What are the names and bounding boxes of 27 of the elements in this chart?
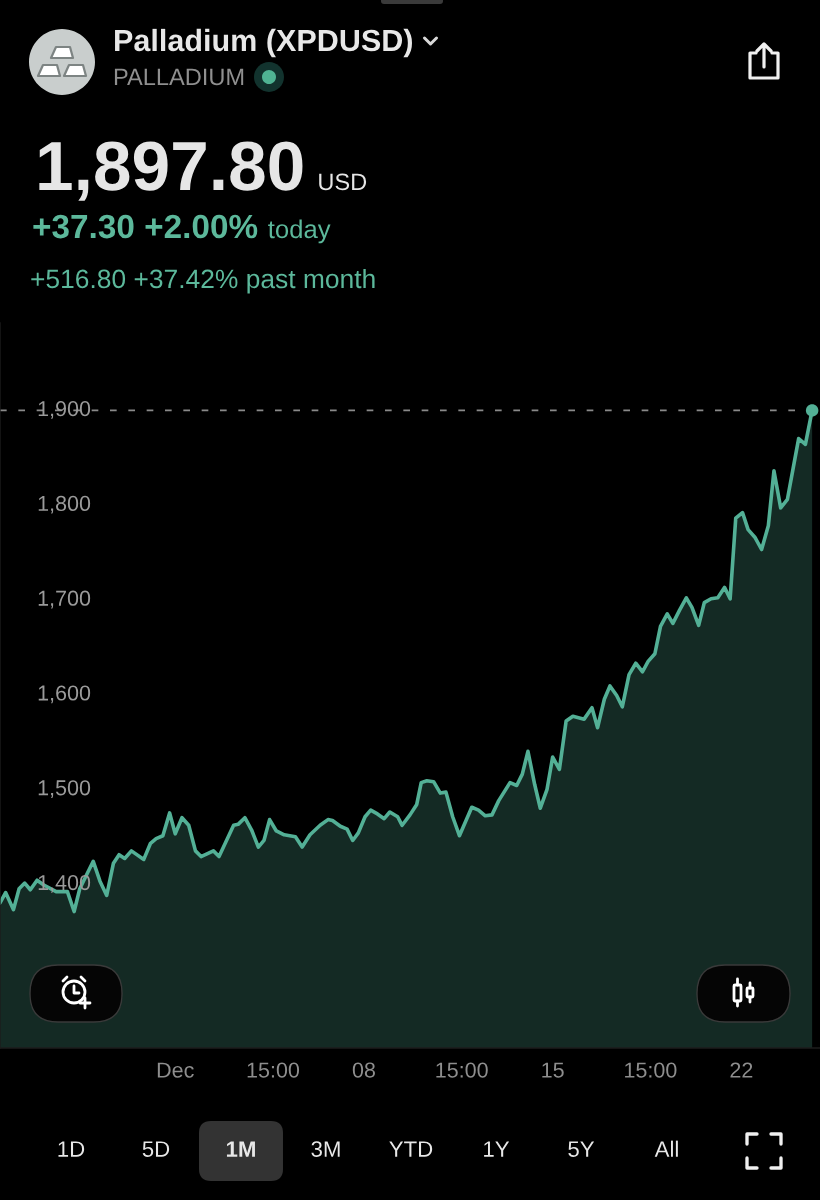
- text: +516.80 +37.42% past month: [31, 268, 375, 294]
- text: All: [654, 1140, 678, 1157]
- text: 1M: [226, 1141, 255, 1157]
- x-tick-label: 15:00: [625, 1062, 677, 1078]
- x-tick-label: 15: [542, 1062, 564, 1078]
- text: +37.30 +2.00%: [33, 214, 258, 239]
- text: 1,897.80: [39, 141, 303, 201]
- y-tick-label: 1,500: [38, 780, 91, 798]
- chart-title: Palladium (XPDUSD): [115, 28, 412, 58]
- x-tick-label: Dec: [157, 1062, 194, 1078]
- text: USD: [319, 173, 367, 191]
- text: today: [268, 219, 331, 244]
- text: 1Y: [484, 1141, 510, 1157]
- x-tick-label: 22: [730, 1062, 753, 1078]
- text: 3M: [311, 1141, 340, 1157]
- y-tick-label: 1,600: [38, 685, 91, 704]
- chart-subtitle: PALLADIUM: [114, 68, 244, 86]
- text: YTD: [389, 1141, 433, 1157]
- x-tick-label: 15:00: [436, 1062, 488, 1078]
- text: 5D: [142, 1141, 170, 1157]
- x-tick-label: 15:00: [247, 1062, 300, 1078]
- y-tick-label: 1,900: [38, 401, 91, 419]
- x-tick-label: 08: [352, 1062, 375, 1078]
- y-tick-label: 1,700: [38, 590, 91, 609]
- text: 1D: [58, 1141, 85, 1157]
- y-tick-label: 1,800: [38, 495, 91, 514]
- text: 5Y: [568, 1141, 595, 1157]
